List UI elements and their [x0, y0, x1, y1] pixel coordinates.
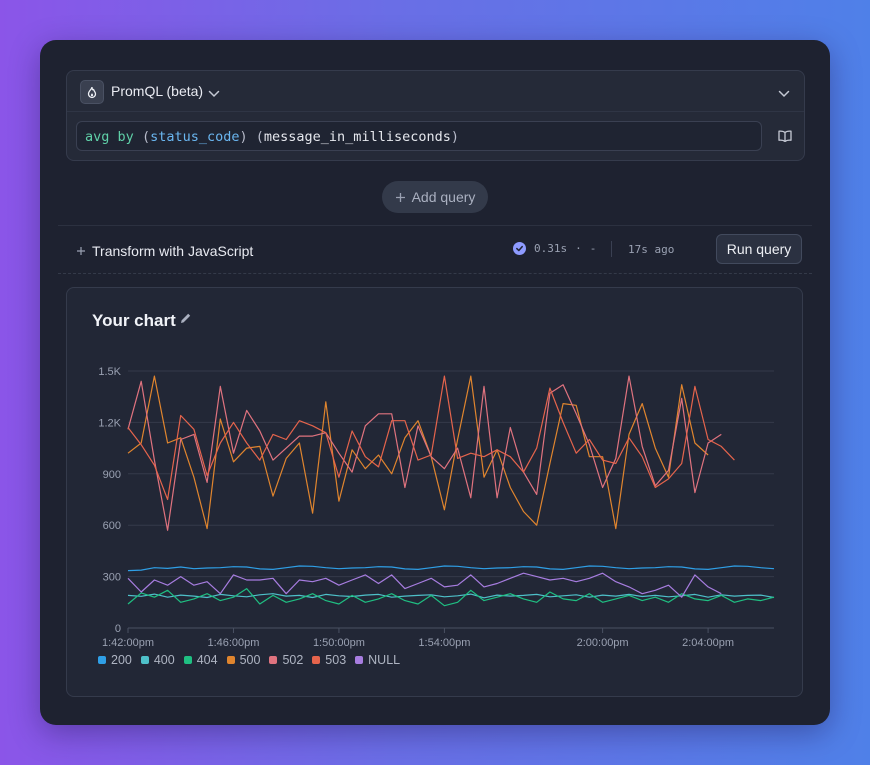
legend-swatch — [98, 656, 106, 664]
legend-swatch — [269, 656, 278, 664]
series-line-200 — [127, 565, 775, 572]
query-status: 0.31s · - — [513, 242, 596, 255]
status-dot: · — [575, 242, 582, 255]
legend-label: 502 — [282, 653, 304, 667]
series-line-502 — [127, 375, 722, 531]
chart-legend: 200 400 404 500 502 503 NULL — [98, 653, 400, 667]
x-tick-label: 1:46:00pm — [207, 637, 259, 649]
book-icon[interactable] — [778, 129, 792, 147]
legend-item-404[interactable]: 404 — [183, 653, 218, 667]
legend-label: 404 — [196, 653, 218, 667]
legend-item-500[interactable]: 500 — [226, 653, 261, 667]
query-metric: message_in_milliseconds — [263, 129, 451, 145]
run-query-button[interactable]: Run query — [716, 234, 802, 264]
y-tick-label: 0 — [115, 623, 121, 635]
line-chart: 0 300 600 900 1.2K 1.5K 1:42:00pm 1:46:00pm 1:50… — [98, 366, 775, 649]
legend-item-null[interactable]: NULL — [355, 653, 400, 667]
x-tick-label: 1:50:00pm — [313, 637, 365, 649]
query-close-paren: ) — [239, 129, 248, 145]
legend-label: 503 — [325, 653, 347, 667]
query-editor: PromQL (beta) avg by (status_code) (mess… — [66, 70, 805, 161]
legend-swatch — [183, 656, 192, 664]
y-tick-label: 1.2K — [98, 417, 121, 429]
editor-header: PromQL (beta) — [67, 71, 804, 112]
legend-swatch — [312, 656, 321, 664]
series-line-null — [127, 572, 722, 598]
add-query-button[interactable]: Add query — [382, 181, 488, 213]
y-tick-label: 300 — [103, 572, 121, 584]
plus-icon — [395, 192, 405, 202]
divider — [58, 225, 812, 226]
status-dash: - — [589, 242, 597, 255]
query-panel: PromQL (beta) avg by (status_code) (mess… — [40, 40, 830, 725]
series-line-404 — [127, 588, 775, 607]
query-input[interactable]: avg by (status_code) (message_in_millise… — [76, 121, 762, 151]
legend-item-503[interactable]: 503 — [312, 653, 346, 667]
legend-label: 500 — [239, 653, 261, 667]
legend-item-400[interactable]: 400 — [140, 653, 175, 667]
legend-item-200[interactable]: 200 — [98, 653, 132, 667]
run-query-label: Run query — [726, 241, 792, 257]
dashed-divider — [58, 273, 812, 274]
last-run-time: 17s ago — [628, 243, 675, 256]
query-keyword-by: by — [117, 129, 134, 145]
legend-swatch — [226, 656, 235, 664]
x-tick-label: 1:54:00pm — [418, 637, 470, 649]
chart-card: Your chart 0 300 600 900 1.2K 1.5K 1:42:00pm 1:… — [66, 287, 803, 697]
chevron-down-icon[interactable] — [208, 85, 220, 103]
query-label: status_code — [150, 129, 240, 145]
query-keyword-avg: avg — [85, 129, 110, 145]
x-tick-label: 1:42:00pm — [102, 637, 154, 649]
series-line-503 — [127, 375, 735, 501]
legend-label: 200 — [111, 653, 132, 667]
legend-item-502[interactable]: 502 — [269, 653, 303, 667]
flame-icon[interactable] — [80, 80, 104, 104]
legend-swatch — [140, 656, 149, 664]
query-open-paren-2: ( — [255, 129, 264, 145]
query-duration: 0.31s — [534, 242, 568, 255]
y-tick-label: 900 — [103, 469, 121, 481]
transform-label: Transform with JavaScript — [92, 243, 254, 259]
x-tick-label: 2:00:00pm — [577, 637, 629, 649]
legend-label: NULL — [368, 653, 401, 667]
collapse-chevron-icon[interactable] — [778, 85, 790, 103]
y-tick-label: 600 — [103, 520, 121, 532]
plus-icon — [77, 247, 85, 255]
query-open-paren: ( — [141, 129, 151, 145]
language-selector[interactable]: PromQL (beta) — [111, 83, 204, 99]
legend-swatch — [355, 656, 364, 664]
check-circle-icon — [513, 242, 526, 255]
query-close-paren-2: ) — [450, 129, 459, 145]
chart-title[interactable]: Your chart — [92, 311, 176, 330]
series-line-500 — [127, 375, 709, 530]
add-query-label: Add query — [411, 189, 476, 205]
pencil-icon[interactable] — [179, 312, 192, 330]
transform-with-javascript-button[interactable]: Transform with JavaScript — [76, 243, 253, 259]
legend-label: 400 — [153, 653, 175, 667]
x-tick-label: 2:04:00pm — [682, 637, 734, 649]
separator — [611, 241, 612, 257]
y-tick-label: 1.5K — [98, 366, 121, 378]
